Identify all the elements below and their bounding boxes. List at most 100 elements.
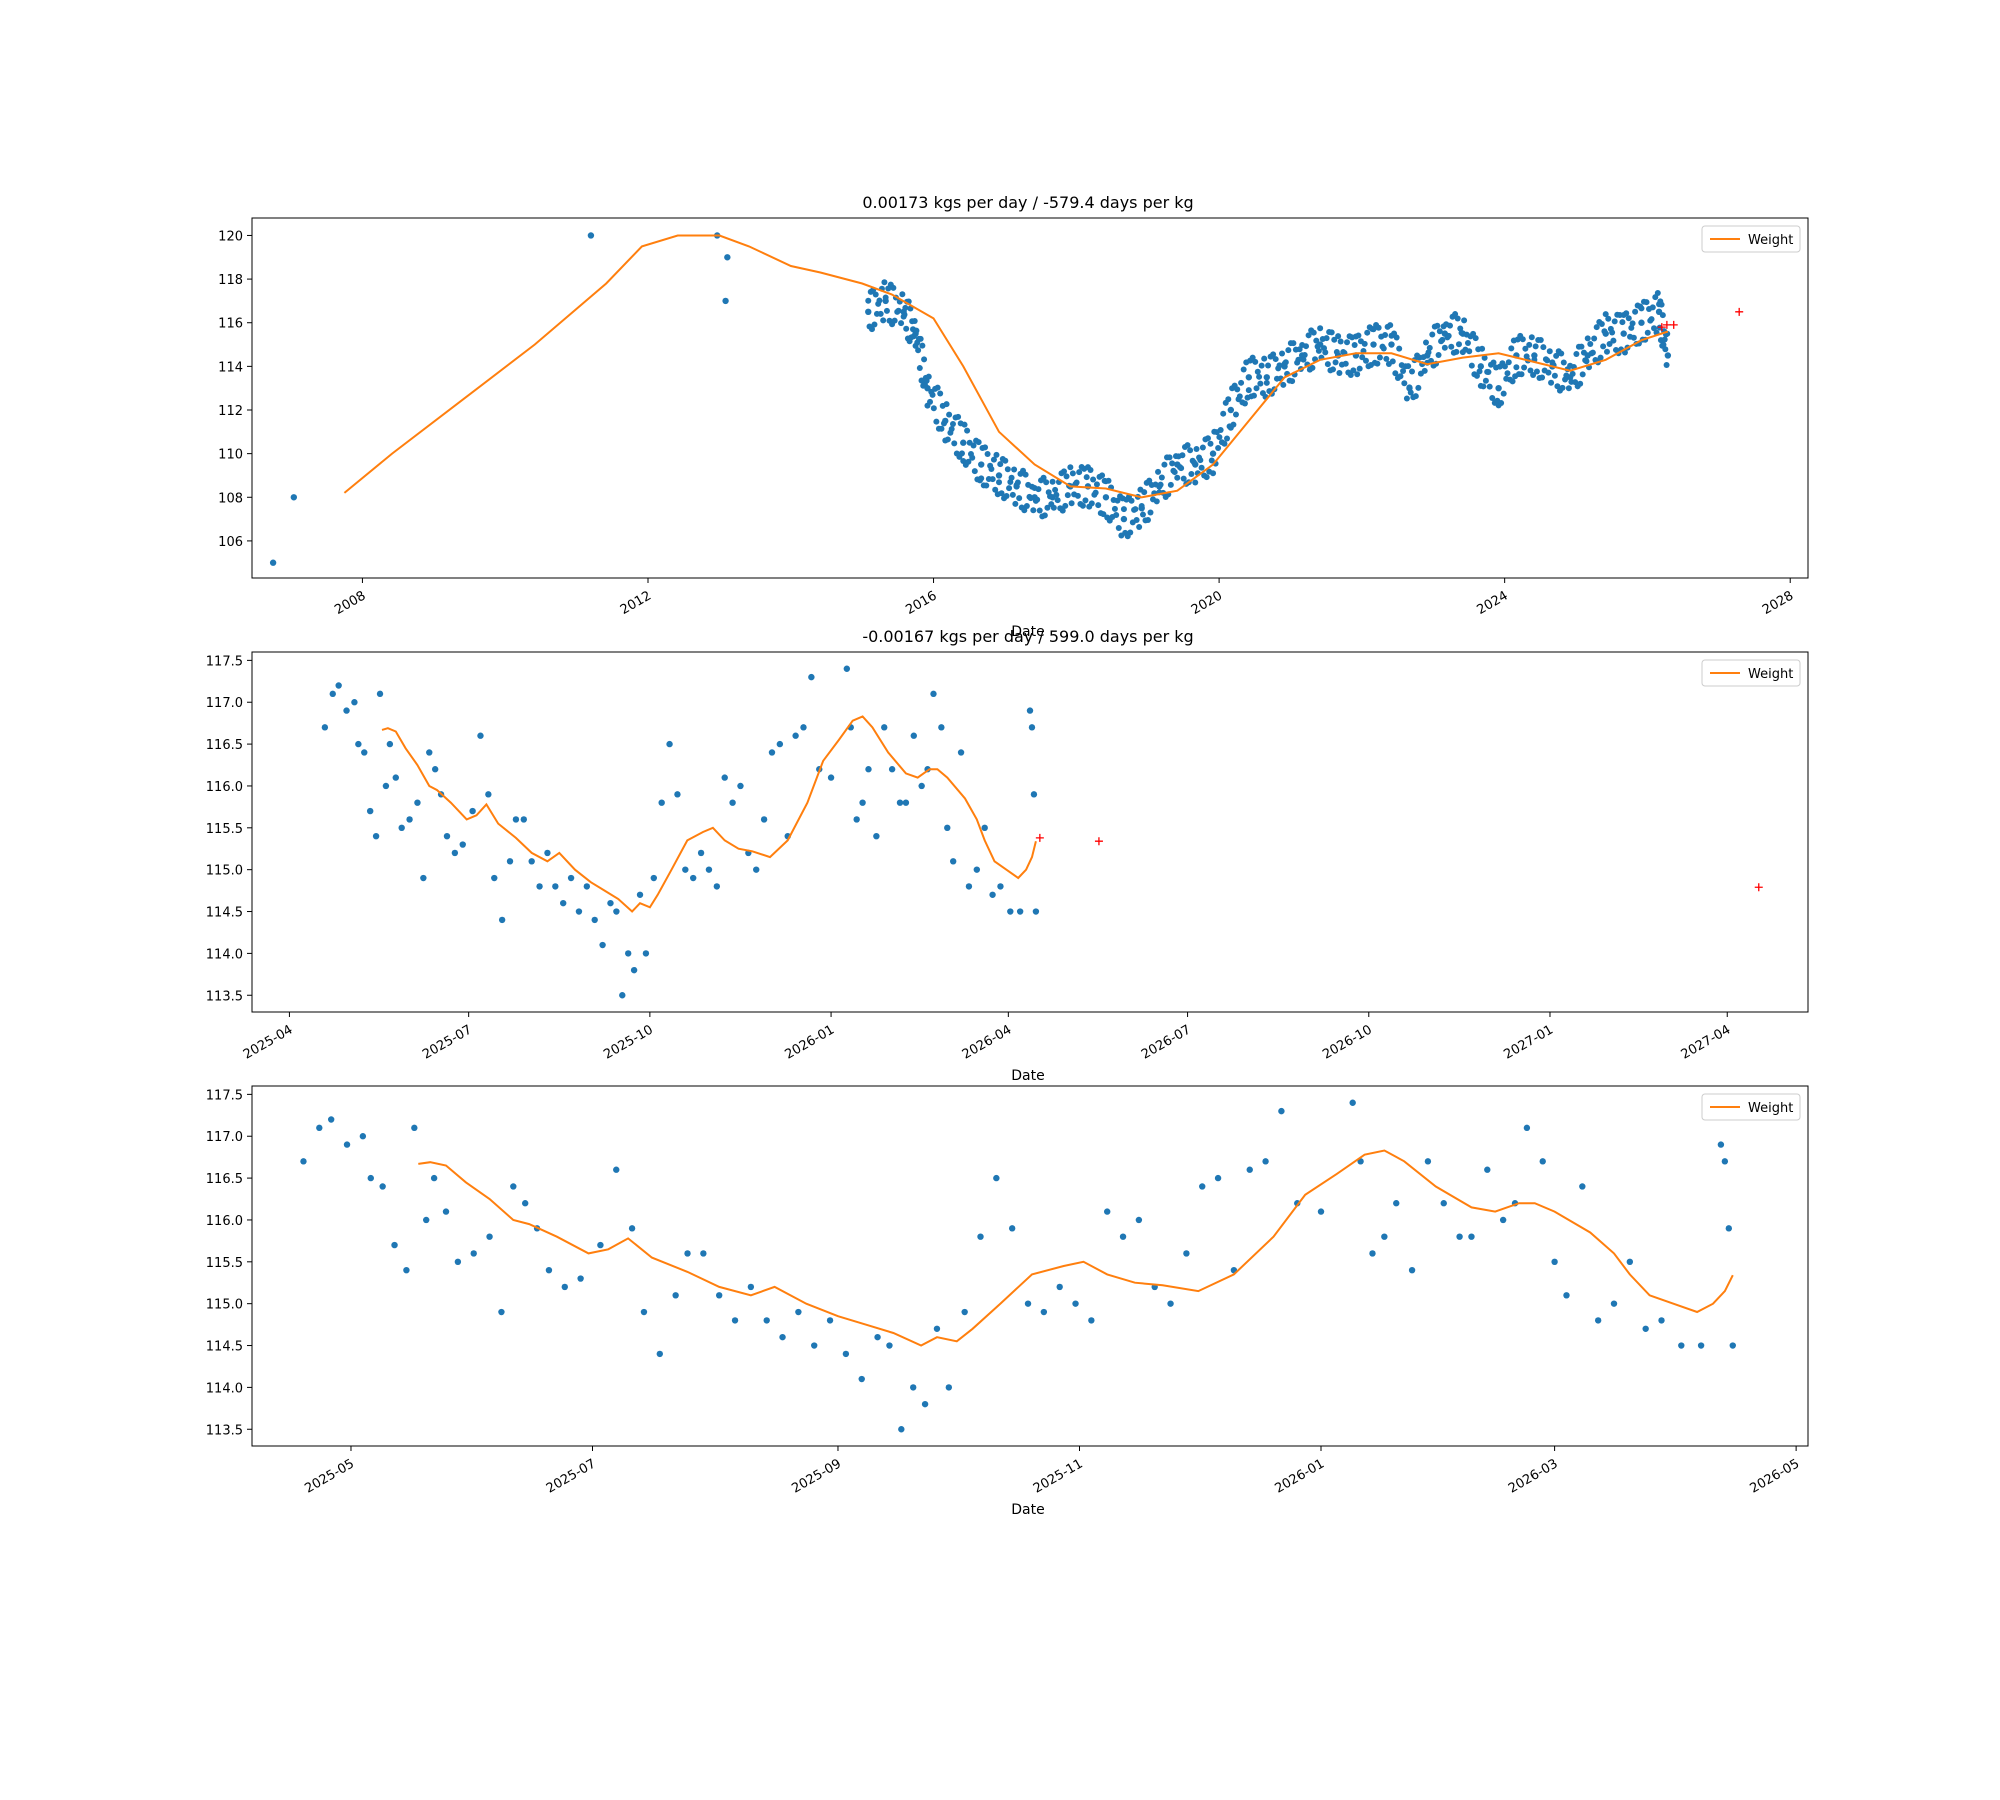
scatter-point	[1664, 352, 1672, 359]
legend-box	[1701, 1093, 1801, 1121]
scatter-point	[1499, 1216, 1507, 1224]
scatter-point	[1654, 290, 1661, 297]
y-tick-label: 116.5	[206, 1172, 243, 1187]
scatter-point	[997, 883, 1004, 890]
scatter-point	[1602, 311, 1609, 318]
scatter-point	[520, 816, 528, 823]
scatter-point	[891, 317, 898, 324]
scatter-point	[1660, 341, 1667, 348]
scatter-point	[1174, 474, 1181, 481]
y-tick-label: 117.5	[206, 1088, 243, 1103]
scatter-point	[498, 1308, 505, 1316]
scatter-point	[938, 724, 945, 731]
scatter-point	[1147, 509, 1154, 516]
scatter-point	[587, 232, 595, 239]
scatter-point	[842, 1350, 850, 1358]
scatter-point	[1623, 310, 1630, 317]
scatter-point	[1236, 393, 1243, 400]
scatter-point	[1532, 343, 1539, 350]
scatter-point	[1152, 481, 1159, 488]
scatter-point	[599, 941, 606, 949]
legend-label: Weight	[1748, 1101, 1793, 1116]
scatter-point	[498, 916, 506, 924]
scatter-point	[613, 1166, 620, 1173]
scatter-point	[544, 849, 551, 857]
scatter-point	[1135, 1216, 1143, 1224]
scatter-point	[1256, 373, 1263, 380]
x-tick-label: 2026-03	[1506, 1456, 1561, 1496]
scatter-point	[1396, 345, 1403, 352]
scatter-point	[1505, 359, 1512, 366]
scatter-point	[1473, 372, 1480, 379]
y-tick-label: 116	[218, 317, 243, 332]
scatter-point	[1578, 343, 1585, 350]
scatter-point	[1354, 371, 1361, 378]
scatter-point	[1445, 332, 1452, 339]
y-tick-label: 117.5	[206, 654, 243, 669]
scatter-point	[1351, 342, 1358, 349]
scatter-point	[715, 1292, 723, 1299]
scatter-point	[1513, 364, 1520, 371]
scatter-point	[379, 1183, 386, 1190]
scatter-point	[1439, 336, 1446, 343]
scatter-point	[865, 766, 872, 773]
x-tick-label: 2027-01	[1501, 1022, 1556, 1062]
scatter-point	[423, 1216, 430, 1224]
scatter-point	[1347, 372, 1354, 379]
scatter-point	[874, 1333, 881, 1341]
scatter-point	[1610, 337, 1617, 344]
forecast-marker	[1094, 837, 1103, 846]
scatter-point	[1064, 492, 1071, 499]
scatter-point	[826, 1317, 834, 1324]
scatter-point	[1344, 339, 1351, 346]
scatter-point	[1139, 511, 1146, 518]
scatter-point	[469, 807, 476, 815]
scatter-point	[970, 442, 977, 449]
scatter-point	[335, 682, 342, 689]
scatter-point	[1421, 367, 1428, 374]
scatter-point	[1563, 372, 1570, 379]
scatter-point	[1079, 502, 1086, 509]
scatter-point	[1403, 395, 1410, 402]
scatter-point	[1527, 367, 1534, 374]
y-tick-label: 110	[218, 448, 243, 463]
scatter-point	[1598, 320, 1605, 327]
scatter-point	[1238, 379, 1245, 386]
scatter-point	[1008, 474, 1015, 481]
y-tick-label: 114	[218, 360, 243, 375]
scatter-point	[973, 866, 981, 873]
y-tick-label: 114.0	[206, 1381, 243, 1396]
scatter-point	[1472, 335, 1479, 342]
scatter-point	[1290, 340, 1297, 347]
scatter-point	[1153, 498, 1160, 505]
scatter-point	[1157, 481, 1164, 488]
scatter-point	[1593, 324, 1600, 331]
scatter-point	[619, 992, 626, 999]
scatter-point	[1024, 1300, 1032, 1307]
scatter-point	[975, 439, 982, 446]
scatter-point	[1468, 1233, 1475, 1240]
scatter-point	[1187, 447, 1194, 454]
scatter-point	[628, 1225, 636, 1232]
scatter-point	[1583, 358, 1590, 365]
scatter-point	[521, 1200, 529, 1207]
scatter-point	[1280, 381, 1287, 388]
y-tick-label: 116.5	[206, 738, 243, 753]
scatter-point	[1539, 374, 1546, 381]
scatter-point	[1361, 340, 1368, 347]
scatter-point	[1027, 495, 1034, 502]
x-tick-label: 2026-07	[1139, 1022, 1194, 1062]
scatter-point	[881, 279, 888, 286]
scatter-point	[737, 782, 744, 790]
scatter-point	[1729, 1342, 1736, 1349]
scatter-point	[1544, 357, 1551, 364]
scatter-point	[1376, 354, 1383, 361]
scatter-point	[753, 866, 760, 873]
scatter-point	[486, 1233, 493, 1240]
scatter-point	[1453, 348, 1460, 355]
scatter-point	[1245, 387, 1252, 394]
x-tick-label: 2016	[903, 588, 939, 618]
scatter-point	[1069, 470, 1076, 477]
scatter-point	[1504, 370, 1511, 377]
scatter-point	[1161, 461, 1168, 468]
